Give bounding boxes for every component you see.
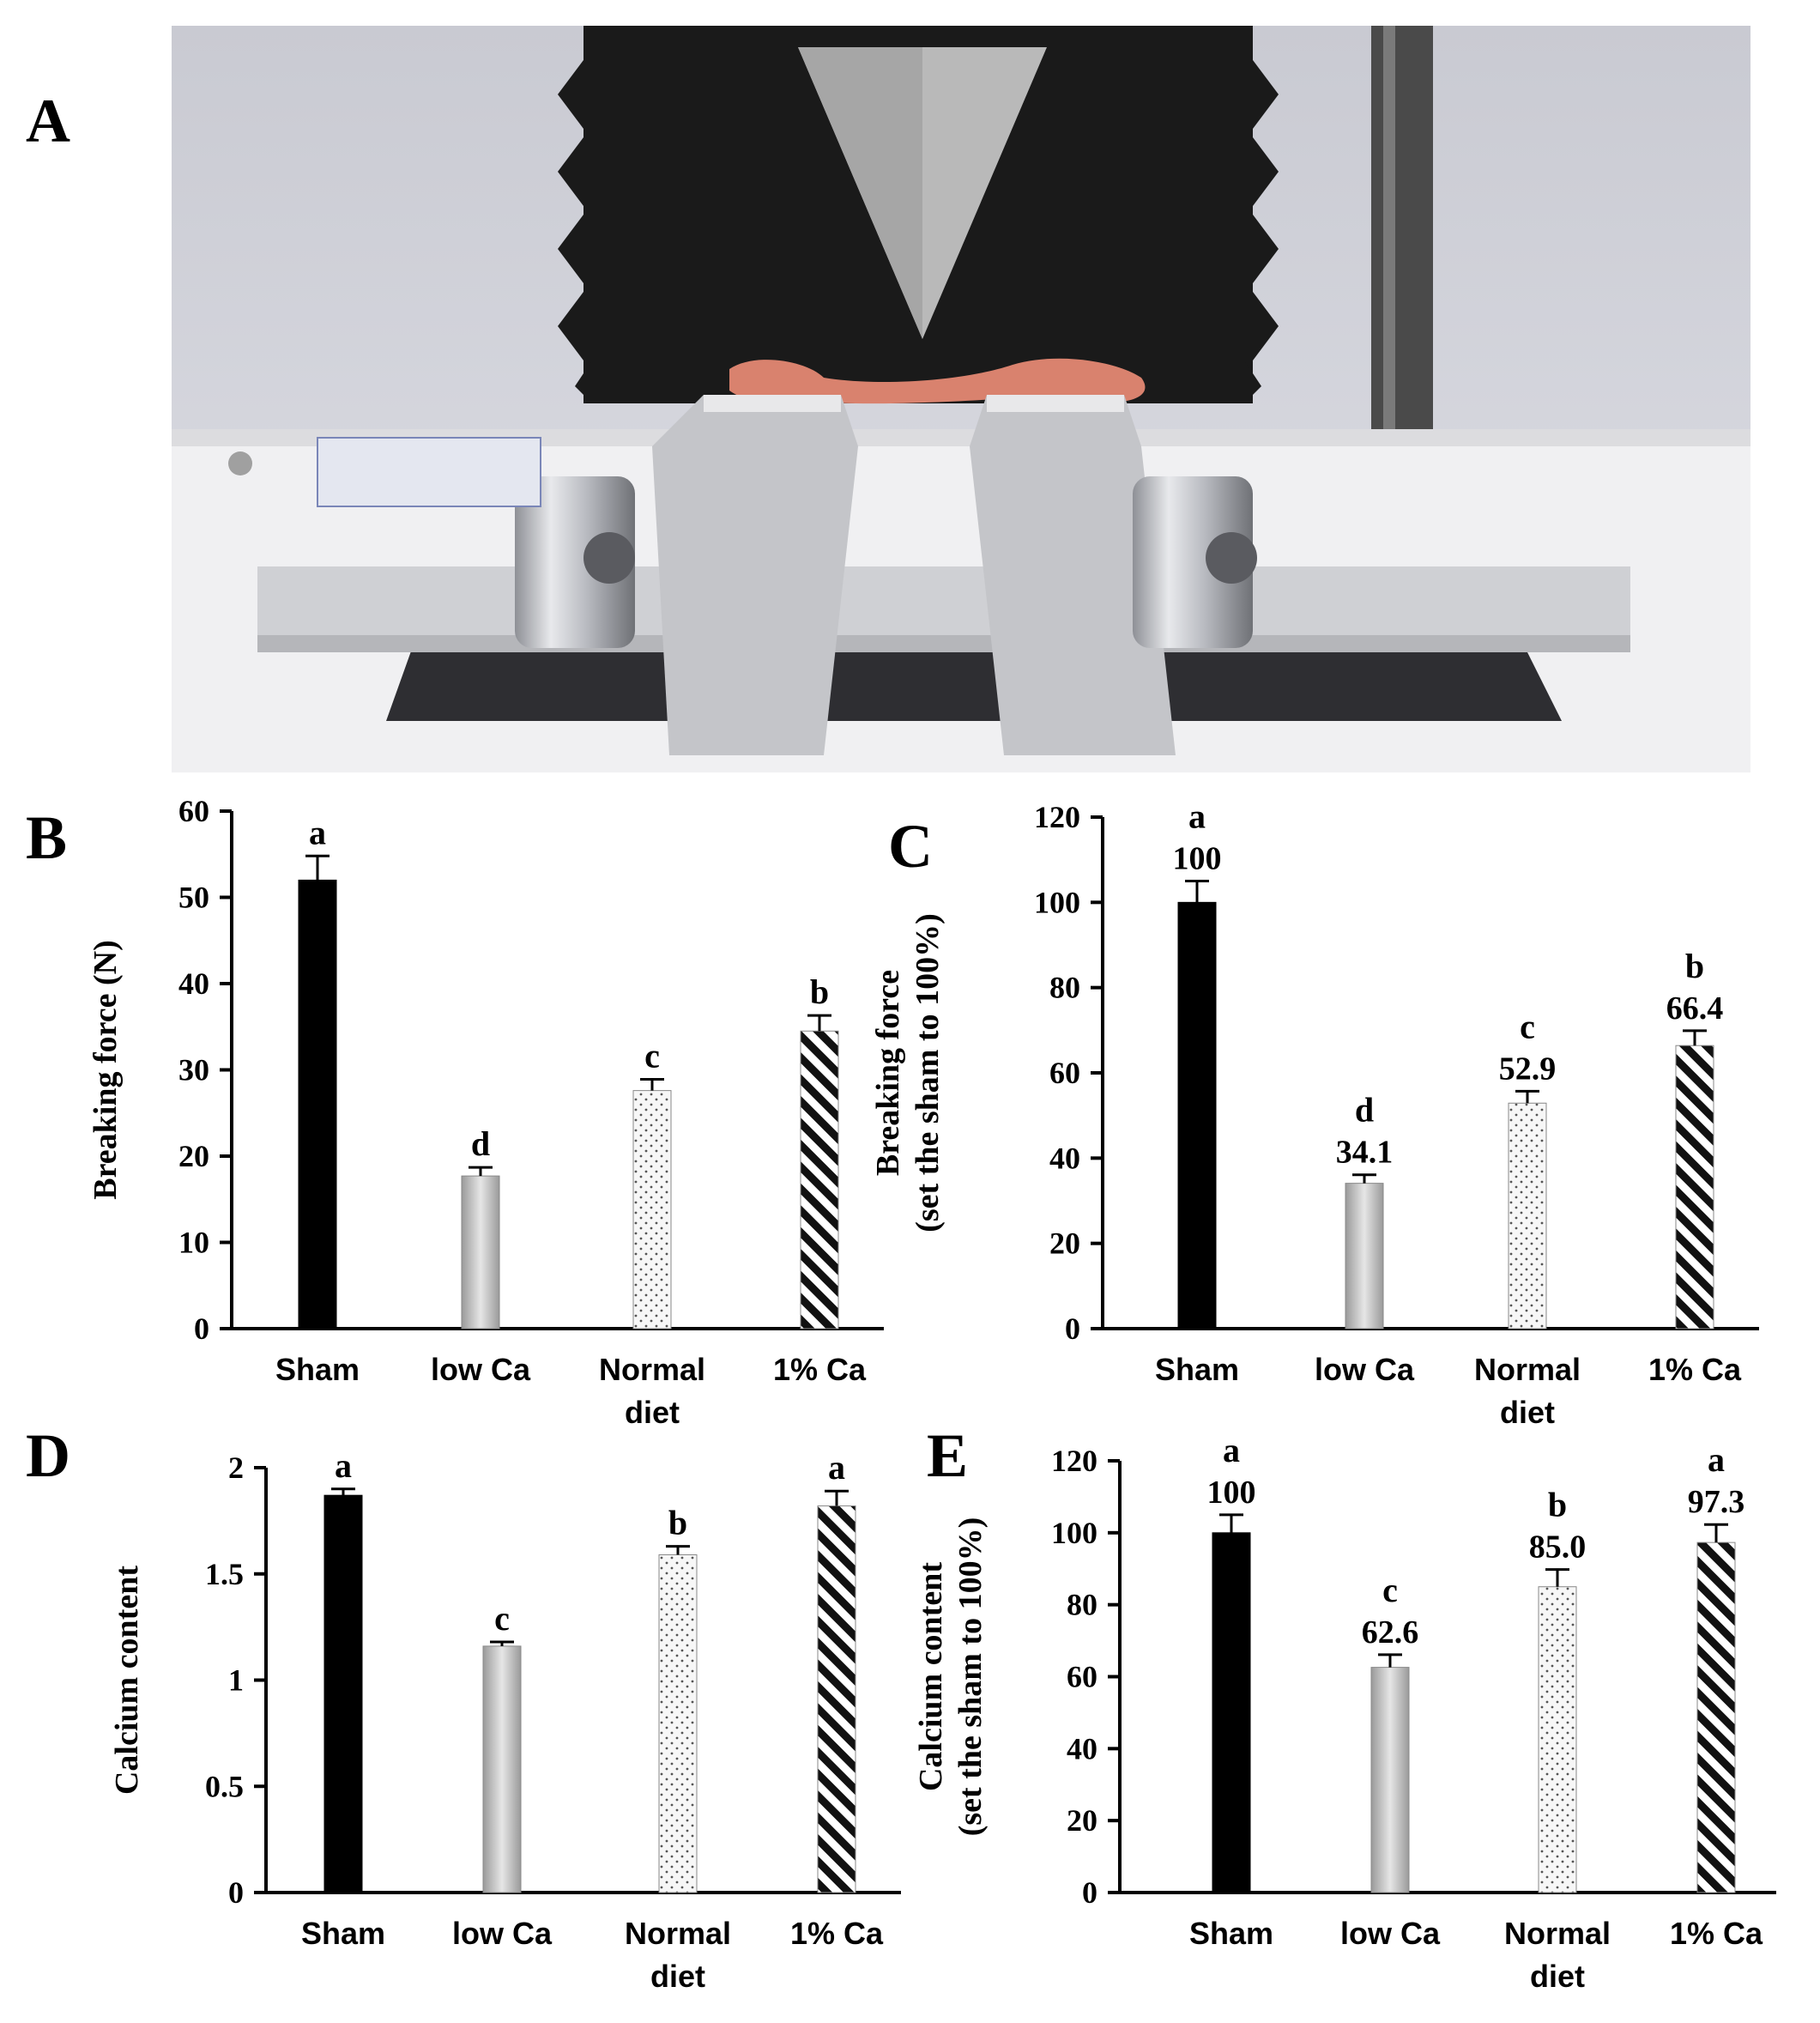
x-category-label-d: 1% Ca bbox=[790, 1916, 884, 1951]
y-tick-label-b: 40 bbox=[178, 966, 209, 1001]
x-category-label-d: Sham bbox=[301, 1916, 385, 1951]
bar-b-sham bbox=[298, 879, 337, 1329]
significance-letter-e: b bbox=[1548, 1486, 1567, 1524]
panel-letter-c: C bbox=[888, 812, 933, 881]
significance-letter-e: a bbox=[1223, 1431, 1240, 1469]
significance-letter-b: a bbox=[309, 813, 326, 851]
value-label-e: 100 bbox=[1207, 1475, 1256, 1511]
x-category-label-d: Normal diet bbox=[625, 1916, 731, 1994]
x-category-label-c: 1% Ca bbox=[1648, 1352, 1742, 1387]
significance-letter-c: a bbox=[1188, 797, 1206, 836]
panel-letter-e: E bbox=[927, 1421, 968, 1490]
value-label-c: 52.9 bbox=[1499, 1051, 1557, 1087]
y-tick-label-d: 1 bbox=[228, 1663, 244, 1698]
bar-d-low-ca bbox=[482, 1645, 522, 1893]
x-category-label-d: low Ca bbox=[452, 1916, 553, 1951]
significance-letter-e: a bbox=[1708, 1440, 1725, 1479]
y-tick-label-e: 20 bbox=[1067, 1803, 1097, 1838]
y-tick-label-b: 50 bbox=[178, 881, 209, 915]
significance-letter-d: a bbox=[335, 1446, 352, 1485]
y-tick-label-d: 2 bbox=[228, 1451, 244, 1485]
bar-b-normal-diet bbox=[632, 1090, 672, 1329]
y-tick-label-c: 100 bbox=[1034, 885, 1080, 919]
y-axis-title-e: Calcium content bbox=[913, 1562, 949, 1791]
x-category-label-e: Sham bbox=[1189, 1916, 1273, 1951]
bar-e-sham bbox=[1212, 1532, 1251, 1893]
bar-d-normal-diet bbox=[658, 1554, 698, 1893]
x-category-label-c: low Ca bbox=[1315, 1352, 1415, 1387]
significance-letter-c: b bbox=[1685, 947, 1704, 985]
bar-b-low-ca bbox=[461, 1175, 500, 1329]
significance-letter-d: b bbox=[668, 1504, 687, 1542]
y-tick-label-e: 40 bbox=[1067, 1731, 1097, 1766]
y-tick-label-b: 10 bbox=[178, 1226, 209, 1260]
bar-c-sham bbox=[1177, 901, 1217, 1329]
y-tick-label-c: 20 bbox=[1049, 1227, 1080, 1261]
y-axis-title-d: Calcium content bbox=[109, 1566, 145, 1795]
y-axis-title-e: (set the sham to 100%) bbox=[952, 1517, 989, 1837]
y-axis-title-c: Breaking force bbox=[870, 970, 906, 1176]
x-category-label-b: Sham bbox=[275, 1352, 360, 1387]
y-tick-label-c: 40 bbox=[1049, 1141, 1080, 1175]
value-label-c: 100 bbox=[1173, 841, 1222, 877]
significance-letter-b: b bbox=[810, 972, 829, 1011]
chart-panel-d: D 0 0.5 1 1.5 2 Calcium content a Sham c low Ca b N… bbox=[26, 1421, 901, 1994]
bar-e-low-ca bbox=[1370, 1667, 1410, 1893]
x-category-label-b: Normal diet bbox=[599, 1352, 705, 1430]
y-tick-label-c: 0 bbox=[1065, 1311, 1080, 1346]
y-tick-label-b: 20 bbox=[178, 1139, 209, 1173]
bar-d-sham bbox=[323, 1494, 363, 1893]
significance-letter-b: d bbox=[471, 1124, 490, 1163]
value-label-e: 97.3 bbox=[1688, 1484, 1745, 1520]
y-tick-label-b: 60 bbox=[178, 794, 209, 828]
bar-c-1-ca bbox=[1675, 1045, 1714, 1329]
value-label-c: 34.1 bbox=[1336, 1135, 1394, 1171]
x-category-label-c: Sham bbox=[1155, 1352, 1239, 1387]
significance-letter-d: c bbox=[494, 1599, 510, 1638]
chart-panel-c: C 0 20 40 60 80 100 120 Breaking force (set the … bbox=[870, 797, 1759, 1430]
y-tick-label-d: 0 bbox=[228, 1875, 244, 1910]
y-tick-label-e: 100 bbox=[1051, 1516, 1097, 1550]
chart-panel-b: B 0 10 20 30 40 50 60 Breaking force (N) a Sham d l… bbox=[26, 794, 884, 1430]
panel-letter-b: B bbox=[26, 803, 67, 872]
y-axis-title-c: (set the sham to 100%) bbox=[910, 913, 946, 1233]
y-tick-label-e: 80 bbox=[1067, 1588, 1097, 1622]
significance-letter-d: a bbox=[828, 1448, 845, 1487]
bar-c-normal-diet bbox=[1508, 1102, 1547, 1329]
y-tick-label-b: 30 bbox=[178, 1053, 209, 1087]
significance-letter-c: d bbox=[1355, 1091, 1374, 1130]
panel-letter-a: A bbox=[26, 87, 70, 155]
x-category-label-e: low Ca bbox=[1340, 1916, 1441, 1951]
value-label-e: 85.0 bbox=[1529, 1529, 1587, 1566]
significance-letter-c: c bbox=[1520, 1007, 1535, 1045]
bar-e-1-ca bbox=[1696, 1541, 1736, 1893]
photo-three-point-bending bbox=[172, 26, 1750, 772]
x-category-label-c: Normal diet bbox=[1474, 1352, 1581, 1430]
y-tick-label-c: 80 bbox=[1049, 971, 1080, 1005]
value-label-e: 62.6 bbox=[1362, 1614, 1419, 1651]
significance-letter-e: c bbox=[1382, 1571, 1398, 1609]
significance-letter-b: c bbox=[644, 1037, 660, 1075]
y-tick-label-b: 0 bbox=[194, 1311, 209, 1346]
x-category-label-e: 1% Ca bbox=[1670, 1916, 1763, 1951]
chart-panel-e: E 0 20 40 60 80 100 120 Calcium content (set the… bbox=[913, 1421, 1776, 1994]
y-tick-label-d: 1.5 bbox=[205, 1557, 244, 1591]
bar-c-low-ca bbox=[1345, 1183, 1384, 1329]
x-category-label-b: low Ca bbox=[431, 1352, 531, 1387]
y-tick-label-e: 60 bbox=[1067, 1660, 1097, 1694]
x-category-label-b: 1% Ca bbox=[773, 1352, 867, 1387]
y-axis-title-b: Breaking force (N) bbox=[88, 940, 124, 1200]
y-tick-label-e: 0 bbox=[1082, 1875, 1097, 1910]
y-tick-label-c: 120 bbox=[1034, 800, 1080, 834]
y-tick-label-c: 60 bbox=[1049, 1056, 1080, 1090]
bar-b-1-ca bbox=[800, 1030, 839, 1329]
y-tick-label-d: 0.5 bbox=[205, 1769, 244, 1803]
value-label-c: 66.4 bbox=[1666, 990, 1724, 1027]
x-category-label-e: Normal diet bbox=[1504, 1916, 1611, 1994]
bar-d-1-ca bbox=[817, 1505, 856, 1893]
panel-letter-d: D bbox=[26, 1421, 70, 1490]
y-tick-label-e: 120 bbox=[1051, 1444, 1097, 1478]
bar-e-normal-diet bbox=[1538, 1586, 1577, 1893]
